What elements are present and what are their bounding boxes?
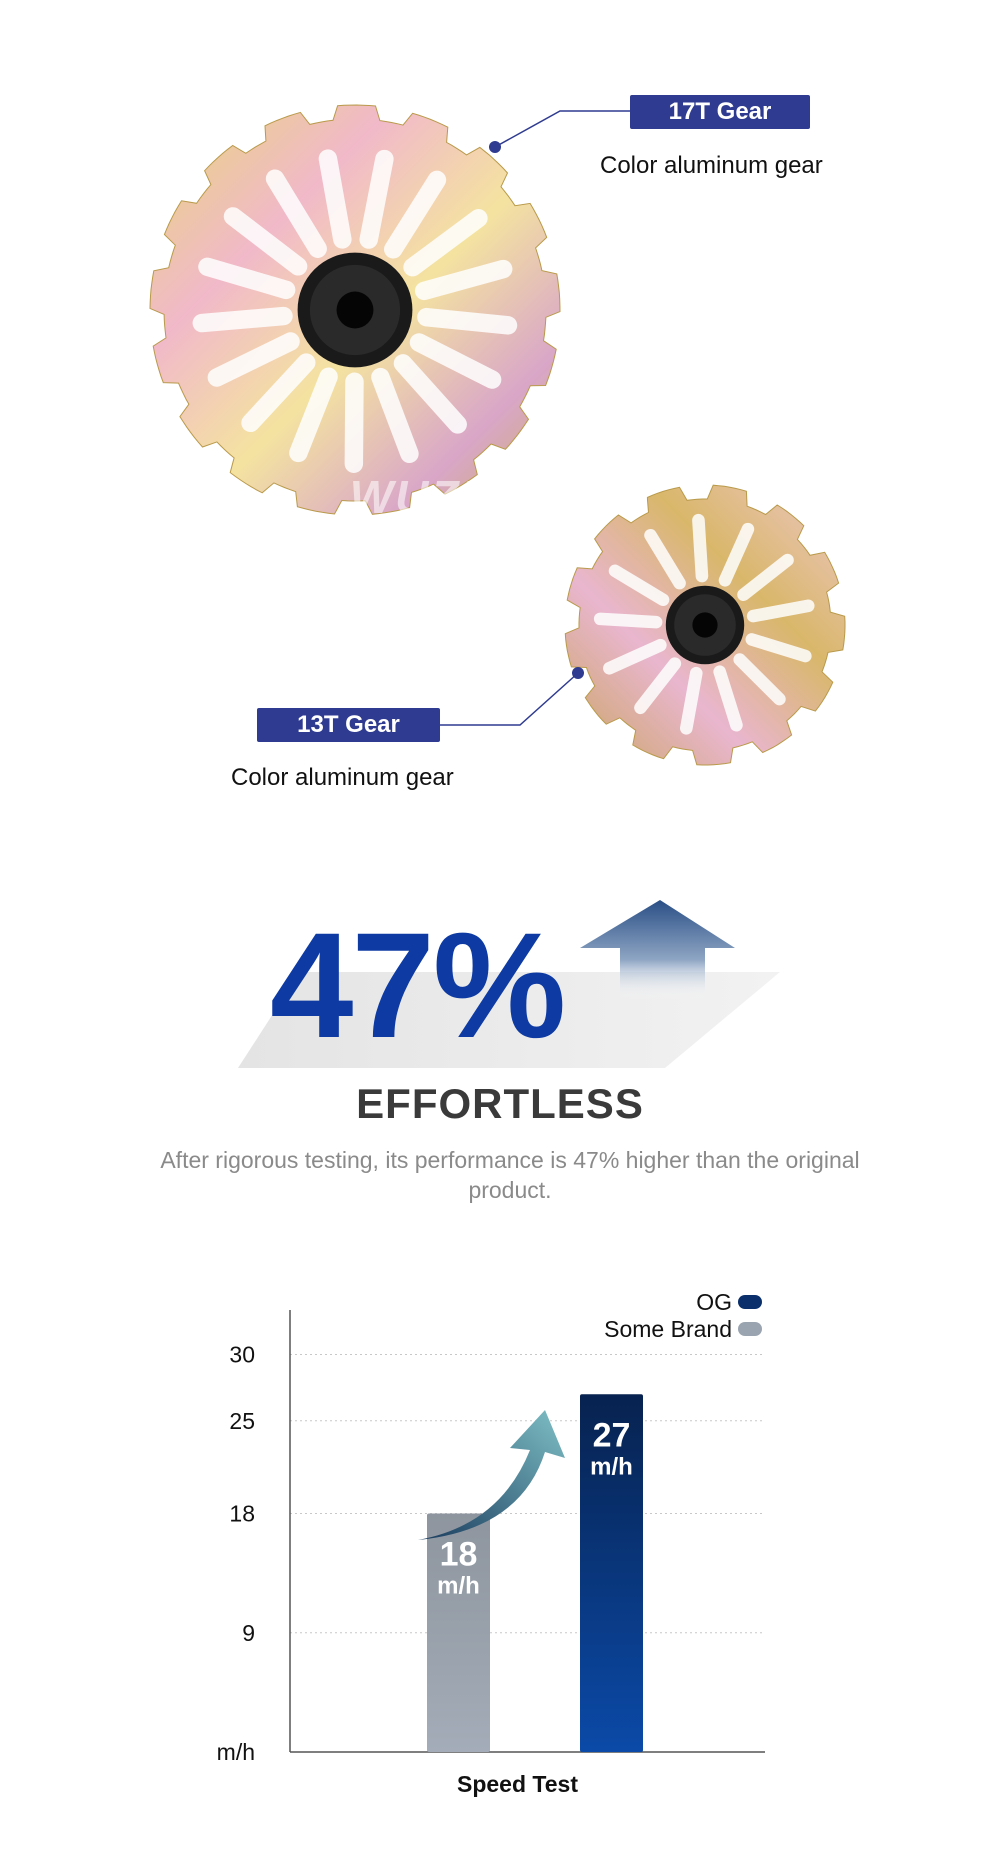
- gear-illustration: [149, 104, 846, 766]
- y-tick-label: 18: [229, 1501, 255, 1527]
- watermark: WUZEI Store: [349, 471, 651, 523]
- leader-line-13t: [440, 672, 579, 726]
- bar-unit-label: m/h: [590, 1453, 633, 1480]
- leader-line-17t: [494, 110, 630, 148]
- y-tick-label: 30: [229, 1342, 255, 1368]
- gear-17t-label: 17T Gear: [630, 95, 810, 129]
- gear-13t-label: 13T Gear: [257, 708, 440, 742]
- gear-17t-image: [149, 104, 561, 515]
- gear-section: 17T Gear Color aluminum gear 13T Gear Co…: [0, 0, 1000, 860]
- x-axis-title: Speed Test: [457, 1771, 578, 1797]
- pointer-dot-17t: [489, 141, 501, 153]
- y-axis-ticks: m/h 9 18 25 30: [217, 1342, 255, 1766]
- legend-label: OG: [696, 1289, 732, 1315]
- performance-description: After rigorous testing, its performance …: [160, 1147, 860, 1203]
- legend-swatch: [738, 1322, 762, 1336]
- gear-17t-caption: Color aluminum gear: [600, 152, 823, 179]
- bar-og: [580, 1394, 643, 1752]
- y-tick-label: 25: [229, 1408, 255, 1434]
- pointer-dot-13t: [572, 667, 584, 679]
- legend-label: Some Brand: [604, 1316, 732, 1342]
- bar-unit-label: m/h: [437, 1573, 480, 1600]
- headline-percent: 47%: [270, 901, 566, 1069]
- effortless-title: EFFORTLESS: [356, 1080, 644, 1127]
- growth-arrow-icon: [418, 1410, 565, 1540]
- gear-13t-caption: Color aluminum gear: [231, 764, 454, 791]
- y-tick-label: 9: [242, 1620, 255, 1646]
- platform-graphic: [238, 900, 780, 1068]
- bar-value-label: 18: [440, 1536, 478, 1574]
- bar-value-label: 27: [593, 1416, 631, 1454]
- gear-13t-image: [564, 484, 846, 766]
- legend-swatch: [738, 1295, 762, 1309]
- up-arrow-icon: [580, 900, 735, 1000]
- y-tick-label: m/h: [217, 1739, 255, 1765]
- bar-some-brand: [427, 1513, 490, 1752]
- chart-grid: [290, 1354, 765, 1634]
